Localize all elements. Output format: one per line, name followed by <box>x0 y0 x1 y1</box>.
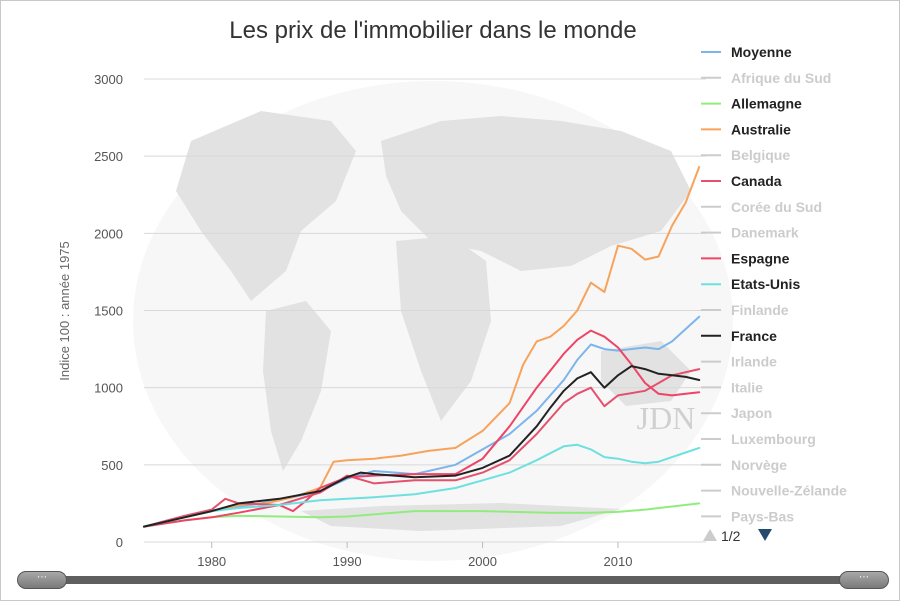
legend-label: Corée du Sud <box>731 199 822 215</box>
legend-item[interactable]: Australie <box>701 121 791 137</box>
legend-label: Pays-Bas <box>731 508 794 524</box>
series-line-australie[interactable] <box>143 166 701 528</box>
legend: Moyenne Afrique du Sud Allemagne Australie B… <box>701 44 847 524</box>
watermark-logo: JDN <box>637 400 696 436</box>
legend-item[interactable]: Luxembourg <box>701 431 816 447</box>
legend-label: Luxembourg <box>731 431 816 447</box>
x-tick-label: 2010 <box>604 554 633 569</box>
legend-label: France <box>731 328 777 344</box>
legend-label: Moyenne <box>731 44 792 60</box>
y-axis-ticks: 0 500 1000 1500 2000 2500 3000 <box>94 72 123 550</box>
series-line-allemagne[interactable] <box>143 502 701 528</box>
x-tick-label: 1980 <box>197 554 226 569</box>
legend-item[interactable]: Irlande <box>701 354 777 370</box>
x-axis-ticks: 1980 1990 2000 2010 <box>197 542 632 569</box>
legend-label: Italie <box>731 379 763 395</box>
legend-item[interactable]: Corée du Sud <box>701 199 822 215</box>
legend-label: Espagne <box>731 250 790 266</box>
legend-label: Finlande <box>731 302 789 318</box>
legend-label: Nouvelle-Zélande <box>731 483 847 499</box>
legend-label: Etats-Unis <box>731 276 800 292</box>
navigator-handle-left[interactable]: ⋯ <box>17 571 67 589</box>
legend-item[interactable]: Belgique <box>701 147 790 163</box>
legend-item[interactable]: France <box>701 328 777 344</box>
legend-label: Danemark <box>731 225 799 241</box>
navigator-scrollbar[interactable] <box>19 576 879 584</box>
x-tick-label: 2000 <box>468 554 497 569</box>
chart-series <box>143 166 701 528</box>
legend-item[interactable]: Italie <box>701 379 763 395</box>
y-tick-label: 3000 <box>94 72 123 87</box>
y-tick-label: 1000 <box>94 381 123 396</box>
legend-label: Belgique <box>731 147 790 163</box>
legend-item[interactable]: Allemagne <box>701 96 802 112</box>
chart-grid <box>144 78 706 543</box>
legend-label: Japon <box>731 405 772 421</box>
legend-page-down-icon[interactable] <box>758 529 772 541</box>
y-tick-label: 2000 <box>94 226 123 241</box>
legend-page-indicator: 1/2 <box>721 528 741 544</box>
navigator-handle-right[interactable]: ⋯ <box>839 571 889 589</box>
legend-item[interactable]: Afrique du Sud <box>701 70 831 86</box>
y-tick-label: 0 <box>116 535 123 550</box>
y-axis-title: Indice 100 : année 1975 <box>57 241 72 381</box>
series-line-canada[interactable] <box>143 368 701 528</box>
legend-item[interactable]: Pays-Bas <box>701 508 794 524</box>
legend-item[interactable]: Moyenne <box>701 44 792 60</box>
legend-item[interactable]: Japon <box>701 405 772 421</box>
chart-title: Les prix de l'immobilier dans le monde <box>229 17 636 44</box>
legend-label: Australie <box>731 121 791 137</box>
world-map-background: JDN <box>133 81 733 561</box>
legend-label: Afrique du Sud <box>731 70 831 86</box>
legend-item[interactable]: Danemark <box>701 225 799 241</box>
legend-item[interactable]: Norvège <box>701 457 787 473</box>
y-tick-label: 2500 <box>94 149 123 164</box>
y-tick-label: 1500 <box>94 304 123 319</box>
legend-page-up-icon[interactable] <box>703 529 717 541</box>
legend-label: Norvège <box>731 457 787 473</box>
legend-pager: 1/2 <box>703 528 772 544</box>
series-line-etats-unis[interactable] <box>143 443 701 528</box>
legend-item[interactable]: Finlande <box>701 302 789 318</box>
legend-label: Allemagne <box>731 96 802 112</box>
legend-item[interactable]: Espagne <box>701 250 790 266</box>
legend-item[interactable]: Nouvelle-Zélande <box>701 483 847 499</box>
legend-item[interactable]: Etats-Unis <box>701 276 800 292</box>
y-tick-label: 500 <box>101 458 123 473</box>
series-line-espagne[interactable] <box>143 329 701 528</box>
x-tick-label: 1990 <box>333 554 362 569</box>
legend-label: Canada <box>731 173 782 189</box>
chart-canvas: Les prix de l'immobilier dans le monde J… <box>57 17 847 569</box>
legend-item[interactable]: Canada <box>701 173 782 189</box>
series-line-france[interactable] <box>143 365 701 528</box>
legend-label: Irlande <box>731 354 777 370</box>
